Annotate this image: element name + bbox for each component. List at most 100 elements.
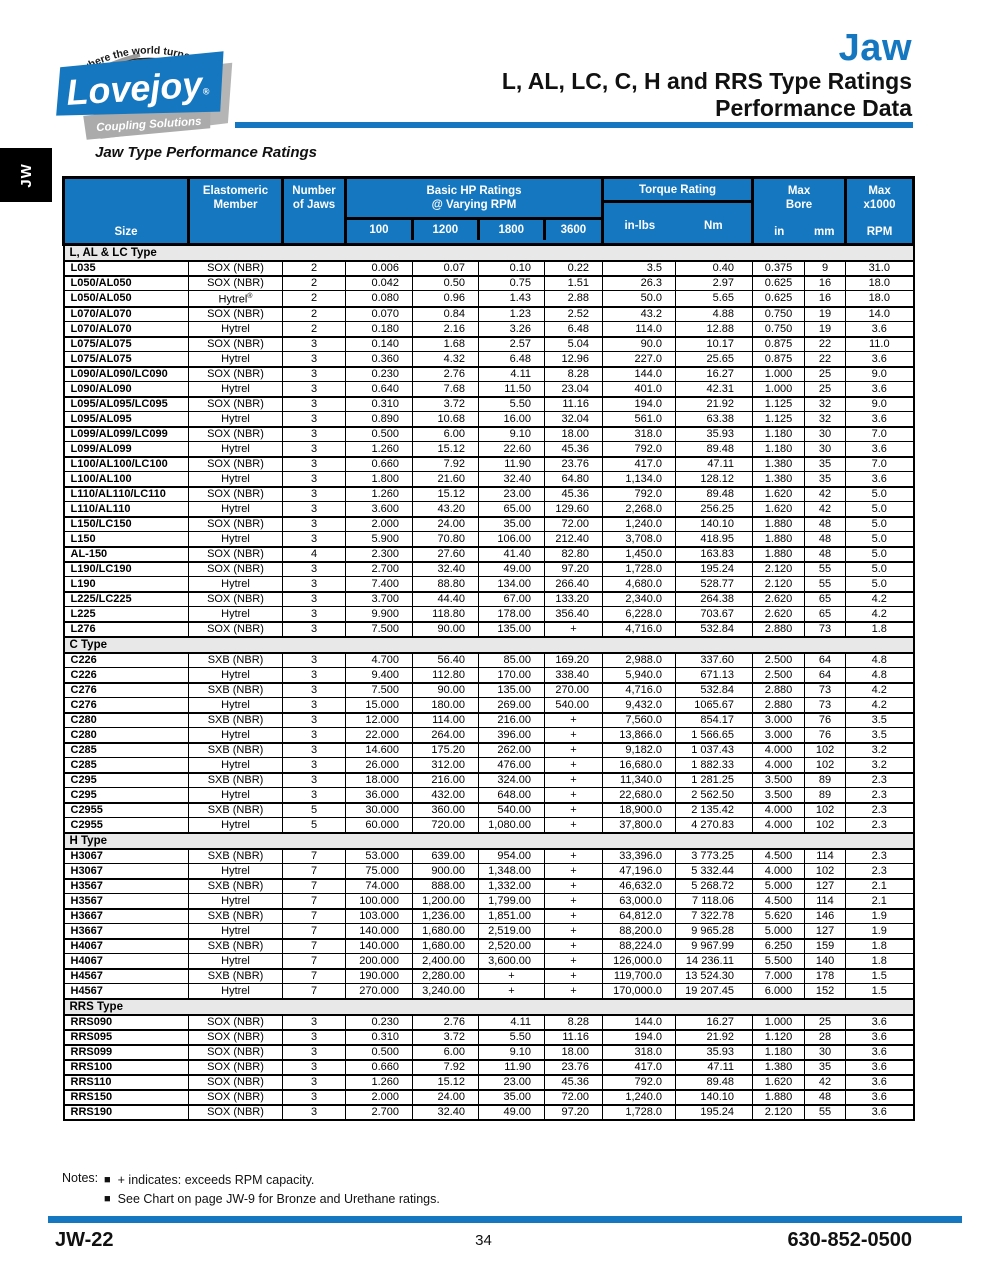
jaws-cell: 3: [282, 381, 346, 398]
hp100-cell: 3.600: [345, 501, 413, 518]
jaws-cell: 3: [282, 1014, 346, 1031]
hp1200-cell: 0.84: [412, 306, 479, 323]
page-subtitle-ratings: L, AL, LC, C, H and RRS Type Ratings: [501, 68, 912, 94]
torque-nm-cell: 128.12: [675, 471, 753, 488]
member-cell: Hytrel: [188, 817, 283, 834]
jaws-cell: 7: [282, 923, 346, 940]
torque-inlbs-cell: 561.0: [602, 411, 676, 428]
bore-in-cell: 0.375: [752, 260, 805, 277]
member-cell: SOX (NBR): [188, 1029, 283, 1046]
member-cell: SOX (NBR): [188, 275, 283, 292]
hp1800-cell: 1,851.00: [478, 908, 545, 925]
bore-in-cell: 4.000: [752, 817, 805, 834]
hp3600-cell: +: [543, 968, 603, 985]
hp100-cell: 12.000: [345, 712, 413, 729]
section-header-row: L, AL & LC Type: [62, 243, 914, 262]
bore-in-cell: 1.120: [752, 1029, 805, 1046]
hp1800-cell: 9.10: [478, 1044, 545, 1061]
table-row: L150 Hytrel 3 5.900 70.80 106.00 212.40 3,708.0…: [63, 531, 914, 548]
hp1800-cell: 32.40: [478, 471, 545, 488]
member-cell: Hytrel: [188, 983, 283, 1000]
section-header-row: RRS Type: [62, 997, 914, 1016]
table-row: L095/AL095/LC095 SOX (NBR) 3 0.310 3.72 5.50 1…: [63, 396, 914, 413]
hp3600-cell: +: [543, 727, 603, 744]
hp100-cell: 190.000: [345, 968, 413, 985]
member-cell: SOX (NBR): [188, 561, 283, 578]
hp3600-cell: 169.20: [543, 652, 603, 669]
hp3600-cell: 82.80: [543, 546, 603, 563]
bore-in-cell: 1.880: [752, 516, 805, 533]
rpm-cell: 3.6: [845, 321, 914, 338]
bore-mm-cell: 25: [804, 1014, 846, 1031]
size-cell: L075/AL075: [63, 351, 189, 368]
table-row: H4567 SXB (NBR) 7 190.000 2,280.00 + +119,700.…: [63, 968, 914, 985]
hp1800-cell: 540.00: [478, 802, 545, 819]
hp1200-cell: 264.00: [412, 727, 479, 744]
hp1200-cell: 114.00: [412, 712, 479, 729]
member-cell: SOX (NBR): [188, 546, 283, 563]
hp100-cell: 30.000: [345, 802, 413, 819]
size-cell: RRS190: [63, 1104, 189, 1121]
hp3600-cell: +: [543, 908, 603, 925]
torque-inlbs-cell: 11,340.0: [602, 772, 676, 789]
hp100-cell: 0.660: [345, 1059, 413, 1076]
hp100-cell: 18.000: [345, 772, 413, 789]
hp1800-cell: 4.11: [478, 366, 545, 383]
hp1800-cell: 1.23: [478, 306, 545, 323]
hp3600-cell: 8.28: [543, 366, 603, 383]
hp100-cell: 36.000: [345, 787, 413, 804]
torque-nm-cell: 140.10: [675, 516, 753, 533]
member-cell: SOX (NBR): [188, 1089, 283, 1106]
torque-nm-cell: 1065.67: [675, 697, 753, 714]
bore-in-cell: 0.625: [752, 290, 805, 308]
hp3600-cell: 72.00: [543, 516, 603, 533]
bore-mm-cell: 73: [804, 682, 846, 699]
table-row: H3567 SXB (NBR) 7 74.000 888.00 1,332.00 +46,6…: [63, 878, 914, 895]
torque-nm-cell: 9 965.28: [675, 923, 753, 940]
hp1200-cell: 360.00: [412, 802, 479, 819]
bore-in-cell: 1.125: [752, 396, 805, 413]
hp1800-cell: 1,080.00: [478, 817, 545, 834]
torque-inlbs-cell: 144.0: [602, 1014, 676, 1031]
table-row: C2955 SXB (NBR) 5 30.000 360.00 540.00 +18,900…: [63, 802, 914, 819]
rpm-cell: 3.6: [845, 1074, 914, 1091]
member-cell: Hytrel: [188, 441, 283, 458]
rpm-cell: 5.0: [845, 501, 914, 518]
bore-in-cell: 5.500: [752, 953, 805, 970]
hp100-cell: 0.006: [345, 260, 413, 277]
torque-nm-cell: 337.60: [675, 652, 753, 669]
torque-nm-cell: 2 135.42: [675, 802, 753, 819]
jaws-cell: 2: [282, 306, 346, 323]
torque-nm-cell: 35.93: [675, 426, 753, 443]
hp3600-cell: 540.00: [543, 697, 603, 714]
bore-mm-cell: 22: [804, 336, 846, 353]
jaws-cell: 3: [282, 456, 346, 473]
size-cell: L075/AL075: [63, 336, 189, 353]
jaws-cell: 7: [282, 863, 346, 880]
member-cell: Hytrel: [188, 501, 283, 518]
hp1200-cell: 15.12: [412, 486, 479, 503]
rpm-cell: 3.6: [845, 1029, 914, 1046]
torque-inlbs-cell: 144.0: [602, 366, 676, 383]
lovejoy-logo: where the world turns for Lovejoy® Coupl…: [56, 44, 233, 140]
hp1200-cell: 21.60: [412, 471, 479, 488]
torque-nm-cell: 35.93: [675, 1044, 753, 1061]
size-cell: RRS090: [63, 1014, 189, 1031]
bore-mm-cell: 65: [804, 591, 846, 608]
torque-inlbs-cell: 22,680.0: [602, 787, 676, 804]
member-cell: SOX (NBR): [188, 621, 283, 638]
hp1200-cell: 118.80: [412, 606, 479, 623]
bore-in-cell: 4.500: [752, 893, 805, 910]
size-cell: C276: [63, 697, 189, 714]
hp100-cell: 60.000: [345, 817, 413, 834]
jaws-cell: 7: [282, 983, 346, 1000]
bore-mm-cell: 35: [804, 456, 846, 473]
jaws-cell: 3: [282, 486, 346, 503]
hp1800-cell: 262.00: [478, 742, 545, 759]
hp1800-cell: 1,348.00: [478, 863, 545, 880]
hp1800-cell: 49.00: [478, 561, 545, 578]
hp3600-cell: +: [543, 757, 603, 774]
bore-mm-cell: 35: [804, 471, 846, 488]
size-cell: RRS099: [63, 1044, 189, 1061]
table-row: L150/LC150 SOX (NBR) 3 2.000 24.00 35.00 72.00…: [63, 516, 914, 533]
